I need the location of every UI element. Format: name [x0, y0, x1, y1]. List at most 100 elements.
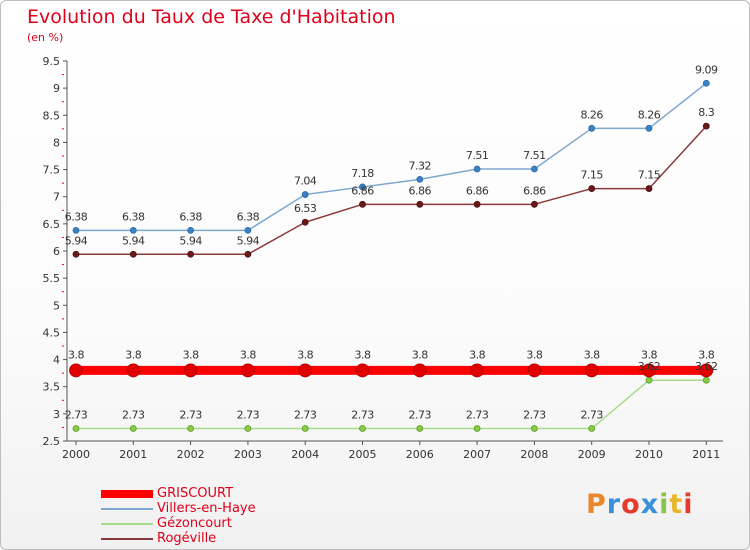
data-point-griscourt — [126, 363, 141, 378]
x-tick-label: 2008 — [520, 448, 548, 461]
x-tick-label: 2011 — [692, 448, 720, 461]
data-label-villers-en-haye: 6.38 — [179, 210, 202, 223]
legend-swatch-rogeville — [101, 537, 153, 540]
data-label-gezoncourt: 2.73 — [237, 409, 260, 422]
data-point-griscourt — [699, 363, 714, 378]
data-label-gezoncourt: 2.73 — [122, 409, 145, 422]
data-point-rogeville — [531, 200, 538, 208]
x-tick-label: 2006 — [406, 448, 434, 461]
y-tick-label: 8 — [53, 136, 60, 149]
legend-label-griscourt: GRISCOURT — [157, 486, 234, 501]
y-tick-label: 7 — [53, 191, 60, 204]
data-point-villers-en-haye — [244, 226, 252, 234]
data-label-gezoncourt: 2.73 — [466, 409, 489, 422]
y-tick-label: 9.5 — [43, 55, 61, 68]
data-point-gezoncourt — [187, 425, 195, 432]
logo-letter: r — [606, 489, 622, 520]
data-point-villers-en-haye — [588, 124, 596, 132]
chart-legend: GRISCOURT Villers-en-Haye Gézoncourt Rog… — [101, 486, 256, 546]
legend-label-rogeville: Rogéville — [157, 531, 217, 546]
data-point-griscourt — [470, 363, 485, 378]
logo-letter: P — [586, 489, 607, 520]
y-tick-label: 3 — [53, 408, 60, 421]
x-tick-label: 2007 — [463, 448, 491, 461]
data-label-gezoncourt: 2.73 — [65, 409, 88, 422]
data-point-villers-en-haye — [416, 175, 424, 183]
data-point-gezoncourt — [72, 425, 80, 432]
data-label-villers-en-haye: 8.26 — [580, 108, 603, 121]
data-point-gezoncourt — [473, 425, 481, 432]
data-point-rogeville — [473, 200, 481, 208]
data-label-griscourt: 3.8 — [240, 348, 256, 361]
data-point-gezoncourt — [129, 425, 137, 432]
legend-swatch-griscourt — [101, 489, 153, 498]
data-point-villers-en-haye — [702, 79, 710, 87]
data-label-villers-en-haye: 7.04 — [294, 175, 317, 188]
series-line-villers-en-haye — [76, 82, 707, 232]
data-label-gezoncourt: 2.73 — [294, 409, 317, 422]
data-label-villers-en-haye: 7.51 — [466, 149, 489, 162]
x-tick-label: 2005 — [349, 448, 377, 461]
x-tick-label: 2003 — [234, 448, 262, 461]
y-tick-label: 5.5 — [43, 272, 61, 285]
x-tick-label: 2000 — [62, 448, 90, 461]
data-point-rogeville — [645, 185, 653, 192]
series-line-gezoncourt — [76, 379, 707, 430]
chart-title: Evolution du Taux de Taxe d'Habitation — [27, 6, 396, 28]
y-tick-label: 6 — [53, 245, 60, 258]
legend-swatch-villers-en-haye — [101, 507, 153, 510]
y-tick-label: 5 — [53, 299, 60, 312]
data-label-rogeville: 5.94 — [65, 234, 88, 247]
y-tick-label: 8.5 — [43, 109, 61, 122]
data-point-gezoncourt — [702, 376, 710, 384]
legend-label-villers-en-haye: Villers-en-Haye — [157, 501, 256, 516]
data-point-villers-en-haye — [129, 226, 137, 234]
data-label-rogeville: 6.53 — [294, 202, 317, 215]
data-point-rogeville — [301, 218, 309, 226]
proxiti-logo: Proxiti — [586, 489, 694, 520]
data-point-griscourt — [584, 363, 599, 378]
data-point-villers-en-haye — [473, 165, 481, 173]
data-label-gezoncourt: 2.73 — [523, 409, 546, 422]
line-chart: 2.5 3 3.5 4 4.5 5 5.5 6 6.5 7 7.5 8 8.5 9 9.5 2000 2001 2… — [43, 55, 723, 461]
data-label-villers-en-haye: 6.38 — [65, 210, 88, 223]
data-point-rogeville — [72, 250, 80, 258]
data-point-villers-en-haye — [531, 165, 538, 173]
data-label-rogeville: 7.15 — [580, 169, 603, 182]
data-point-rogeville — [588, 185, 596, 192]
logo-letter: t — [669, 489, 684, 520]
data-point-villers-en-haye — [72, 226, 80, 234]
y-tick-label: 7.5 — [43, 164, 61, 177]
data-label-griscourt: 3.8 — [584, 348, 600, 361]
legend-item-villers-en-haye: Villers-en-Haye — [101, 501, 256, 516]
logo-letter: i — [659, 489, 670, 520]
x-tick-label: 2002 — [177, 448, 205, 461]
logo-letter: o — [621, 489, 641, 520]
data-label-rogeville: 7.15 — [638, 169, 661, 182]
data-point-griscourt — [183, 363, 198, 378]
data-point-villers-en-haye — [301, 191, 309, 198]
data-label-rogeville: 5.94 — [122, 234, 145, 247]
data-point-gezoncourt — [244, 425, 252, 432]
y-tick-label: 3.5 — [43, 381, 61, 394]
data-point-griscourt — [69, 363, 83, 378]
data-label-griscourt: 3.8 — [526, 348, 542, 361]
data-point-gezoncourt — [531, 425, 538, 432]
chart-unit-label: (en %) — [27, 31, 64, 44]
data-label-villers-en-haye: 7.32 — [409, 159, 432, 172]
data-label-gezoncourt: 2.73 — [580, 409, 603, 422]
data-point-villers-en-haye — [359, 183, 366, 191]
data-label-griscourt: 3.8 — [412, 348, 428, 361]
data-label-rogeville: 6.86 — [409, 184, 432, 197]
data-label-rogeville: 5.94 — [237, 234, 260, 247]
data-point-villers-en-haye — [645, 124, 653, 132]
data-point-gezoncourt — [588, 425, 596, 432]
data-label-rogeville: 5.94 — [179, 234, 202, 247]
data-label-villers-en-haye: 7.18 — [351, 167, 374, 180]
data-label-gezoncourt: 2.73 — [409, 409, 432, 422]
data-point-griscourt — [527, 363, 542, 378]
data-point-rogeville — [416, 200, 424, 208]
legend-item-griscourt: GRISCOURT — [101, 486, 256, 501]
data-point-griscourt — [412, 363, 427, 378]
